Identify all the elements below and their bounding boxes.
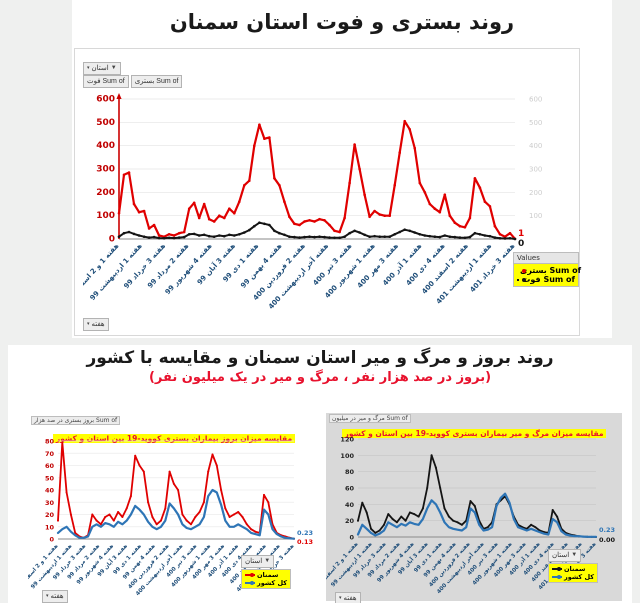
svg-text:0: 0 xyxy=(518,239,524,249)
svg-text:400: 400 xyxy=(529,142,542,150)
svg-text:هفته 3 مهر 400: هفته 3 مهر 400 xyxy=(356,242,400,290)
svg-text:0.23: 0.23 xyxy=(297,529,313,537)
week-filter-button[interactable]: هفته ▾ xyxy=(83,318,109,331)
bottom-section: روند بروز و مرگ و میر استان سمنان و مقای… xyxy=(8,345,632,603)
mortality-field-button[interactable]: Sum of مرگ و میر در میلیون xyxy=(329,414,411,423)
svg-text:0: 0 xyxy=(349,534,354,542)
svg-text:هفته 2 مرداد 99: هفته 2 مرداد 99 xyxy=(146,242,190,290)
chevron-down-icon: ▾ xyxy=(87,321,90,327)
legend-item-admissions: Sum of بستری xyxy=(520,266,582,275)
legend-item-deaths: Sum of فوت xyxy=(517,275,575,284)
svg-text:40: 40 xyxy=(345,501,355,509)
legend-item-semnan: سمنان xyxy=(245,571,287,579)
svg-text:80: 80 xyxy=(345,468,355,476)
week-filter-button[interactable]: هفته ▾ xyxy=(335,592,361,603)
legend-item-country: کل کشور xyxy=(245,579,287,587)
svg-text:هفته 3 خرداد 99: هفته 3 خرداد 99 xyxy=(122,242,167,291)
chevron-down-icon: ▾ xyxy=(87,65,90,71)
svg-text:40: 40 xyxy=(45,487,55,495)
svg-text:200: 200 xyxy=(96,188,115,198)
red-line-marker-icon xyxy=(245,573,255,577)
svg-text:60: 60 xyxy=(45,462,55,470)
province-filter-button[interactable]: ▼ استان ▾ xyxy=(83,62,121,75)
svg-text:0: 0 xyxy=(49,536,54,544)
province-filter-button[interactable]: ▼ استان xyxy=(241,555,275,568)
filter-funnel-icon: ▼ xyxy=(264,558,271,564)
incidence-chart-title: مقایسه میزان بروز بیماران بستری کووید-19… xyxy=(52,434,296,443)
field-button-admissions[interactable]: Sum of بستری xyxy=(130,75,183,88)
svg-text:100: 100 xyxy=(529,212,542,220)
svg-text:0.23: 0.23 xyxy=(599,526,615,534)
mortality-chart-title: مقایسه میزان مرگ و میر بیماران بستری کوو… xyxy=(341,429,607,438)
svg-text:300: 300 xyxy=(529,166,542,174)
svg-text:200: 200 xyxy=(529,189,542,197)
legend-item-semnan: سمنان xyxy=(552,565,594,573)
svg-text:50: 50 xyxy=(45,474,55,482)
chevron-down-icon: ▾ xyxy=(46,593,49,599)
hospitalization-death-chart: 0 100 100 200 200 300 300 400 400 500 500 600 600 هفت… xyxy=(83,93,542,311)
svg-text:100: 100 xyxy=(340,452,354,460)
svg-text:400: 400 xyxy=(96,141,115,151)
svg-text:30: 30 xyxy=(45,499,55,507)
black-line-marker-icon xyxy=(517,277,528,282)
svg-text:20: 20 xyxy=(345,517,355,525)
week-filter-button[interactable]: هفته ▾ xyxy=(42,590,68,603)
svg-text:500: 500 xyxy=(529,119,542,127)
province-filter-button[interactable]: ▼ استان xyxy=(548,549,582,562)
svg-text:0.13: 0.13 xyxy=(297,538,313,546)
filter-funnel-icon: ▼ xyxy=(110,65,117,71)
svg-text:600: 600 xyxy=(529,96,542,104)
field-button-deaths[interactable]: Sum of فوت xyxy=(83,75,129,88)
svg-text:10: 10 xyxy=(45,523,55,531)
svg-text:1: 1 xyxy=(518,229,524,239)
mortality-chart-block: Sum of مرگ و میر در میلیون مقایسه میزان … xyxy=(326,413,622,603)
filter-funnel-icon: ▼ xyxy=(571,552,578,558)
incidence-chart-block: Sum of بروز بستری در صد هزار مقایسه میزا… xyxy=(28,415,320,603)
svg-text:هفته 3 خرداد 401: هفته 3 خرداد 401 xyxy=(469,242,517,294)
black-line-marker-icon xyxy=(552,567,562,571)
svg-text:0: 0 xyxy=(109,235,115,245)
svg-text:80: 80 xyxy=(45,438,55,446)
chart-legend: Values Sum of بستری Sum of فوت xyxy=(513,252,582,287)
svg-text:500: 500 xyxy=(96,118,115,128)
incidence-field-button[interactable]: Sum of بروز بستری در صد هزار xyxy=(31,416,121,425)
page-title: روند بستری و فوت استان سمنان xyxy=(169,10,515,34)
svg-text:120: 120 xyxy=(340,436,354,444)
svg-text:60: 60 xyxy=(345,485,355,493)
bottom-subtitle: (بروز در صد هزار نفر ، مرگ و میر در یک م… xyxy=(148,370,492,385)
mortality-legend: ▼ استان سمنان کل کشور xyxy=(548,549,599,583)
incidence-legend: ▼ استان سمنان کل کشور xyxy=(241,555,292,589)
legend-item-country: کل کشور xyxy=(552,573,594,581)
svg-text:هفته 4 بهمن 99: هفته 4 بهمن 99 xyxy=(239,242,283,290)
svg-text:20: 20 xyxy=(45,511,55,519)
bottom-title: روند بروز و مرگ و میر استان سمنان و مقای… xyxy=(86,348,554,368)
hospitalization-chart-frame: ▼ استان ▾ Sum of فوت Sum of بستری 0 100 10… xyxy=(74,48,582,336)
blue-line-marker-icon xyxy=(552,575,562,579)
svg-text:100: 100 xyxy=(96,211,115,221)
top-section: روند بستری و فوت استان سمنان ▼ استان ▾ S… xyxy=(72,0,612,338)
legend-header: Values xyxy=(513,252,579,263)
svg-text:0.00: 0.00 xyxy=(599,536,616,544)
svg-text:هفته 1 آذر 400: هفته 1 آذر 400 xyxy=(381,241,424,287)
svg-text:600: 600 xyxy=(96,95,115,105)
svg-text:70: 70 xyxy=(45,450,55,458)
blue-line-marker-icon xyxy=(245,581,255,585)
svg-text:300: 300 xyxy=(96,165,115,175)
chevron-down-icon: ▾ xyxy=(339,595,342,601)
